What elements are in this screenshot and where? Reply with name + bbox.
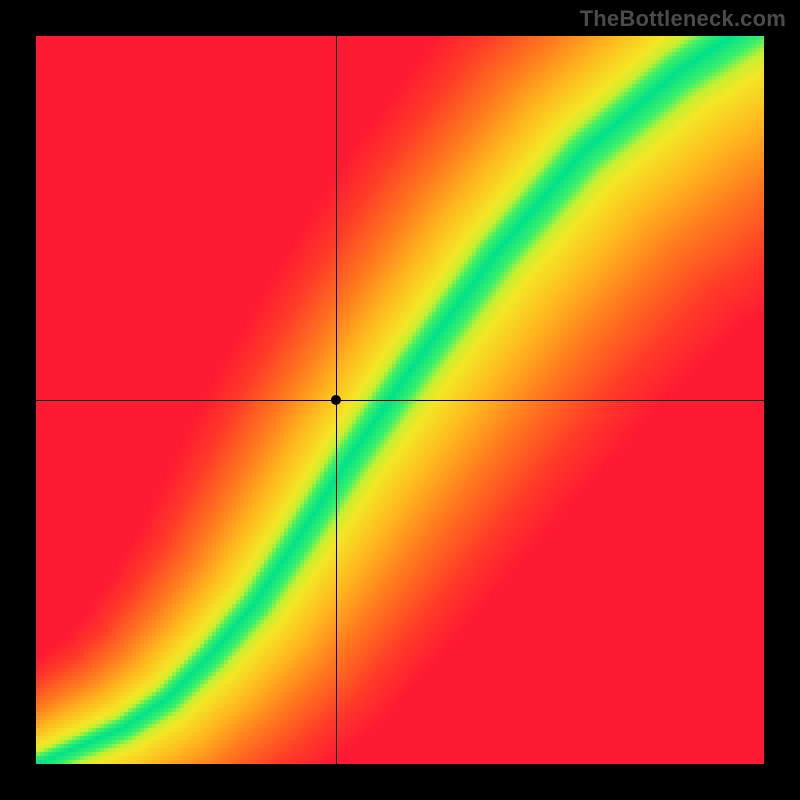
stage: { "type": "heatmap", "image_size": { "wi… (0, 0, 800, 800)
heatmap-canvas (0, 0, 800, 800)
watermark-text: TheBottleneck.com (580, 6, 786, 32)
